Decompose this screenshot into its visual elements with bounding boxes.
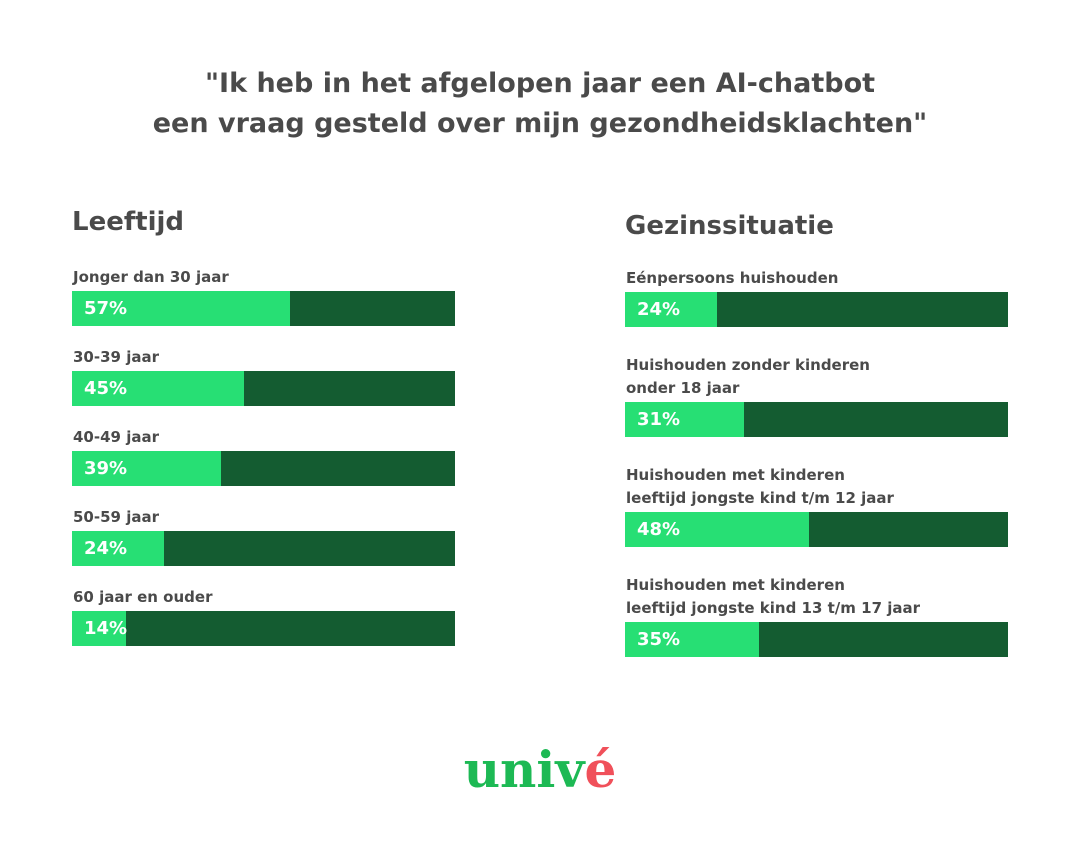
value-label: 24% [84,538,128,559]
category-label: Eénpersoons huishouden [626,269,839,287]
value-label: 48% [637,519,681,540]
category-label: 40-49 jaar [73,428,159,446]
section-title: Leeftijd [72,207,185,237]
value-label: 14% [84,618,128,639]
value-label: 24% [637,299,681,320]
value-label: 31% [637,409,681,430]
value-label: 35% [637,629,681,650]
logo-text: univ [463,740,585,799]
title: "Ik heb in het afgelopen jaar een AI-cha… [152,68,928,139]
bar [72,371,245,406]
category-label: Jonger dan 30 jaar [73,268,229,286]
bar [625,622,760,657]
category-label: 60 jaar en ouder [73,588,213,606]
category-label: Huishouden met kinderen leeftijd jongste… [626,466,894,507]
category-label: 30-39 jaar [73,348,159,366]
bar [72,531,164,566]
bar [625,292,717,327]
category-label: Huishouden zonder kinderen onder 18 jaar [626,356,870,397]
category-label: 50-59 jaar [73,508,159,526]
category-label: Huishouden met kinderen leeftijd jongste… [626,576,921,617]
bar [625,402,744,437]
bar [625,512,809,547]
logo-accent: é [584,740,617,799]
value-label: 57% [84,298,128,319]
section-title: Gezinssituatie [625,211,834,241]
value-label: 39% [84,458,128,479]
bar [72,291,291,326]
bar-track [72,611,455,646]
bar [72,611,126,646]
logo: univé [0,740,1080,799]
bar [72,451,222,486]
value-label: 45% [84,378,128,399]
